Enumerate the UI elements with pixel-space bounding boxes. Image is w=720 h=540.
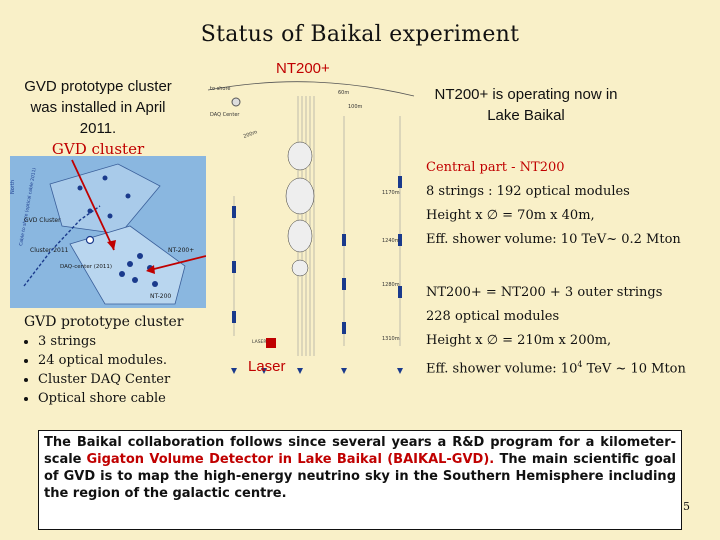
daq-center-marker	[85, 235, 95, 245]
intro-line-3: 2011.	[79, 120, 117, 137]
outer-line-3-pre: Eff. shower volume: 10	[426, 361, 578, 377]
summary-part-3: The main scientific goal of GVD is to ma…	[44, 452, 676, 501]
operating-line-2: Lake Baikal	[487, 107, 565, 124]
laser-box	[266, 338, 276, 348]
operating-line-1: NT200+ is operating now in	[434, 86, 618, 103]
nt200plus-label: NT200+	[276, 60, 330, 77]
prototype-heading: GVD prototype cluster	[24, 314, 184, 330]
outer-line-1: 228 optical modules	[426, 309, 560, 324]
prototype-list: 3 strings 24 optical modules. Cluster DA…	[24, 332, 214, 408]
summary-part-1: The Baikal collaboration follows since s…	[44, 435, 676, 467]
arrow-to-nt200plus-head	[146, 265, 155, 274]
det-label-200m: 200m	[243, 129, 259, 140]
map-label-cluster-2011: Cluster 2011	[30, 247, 69, 254]
gvd-cluster-label: GVD cluster	[51, 140, 145, 158]
list-item: Optical shore cable	[38, 389, 214, 408]
det-label-60m: 60m	[338, 90, 349, 96]
nt200-core	[285, 141, 315, 277]
page-number: 5	[683, 500, 690, 513]
det-label-depth4: 1310m	[382, 336, 400, 342]
det-label-laser-box: LASER	[252, 339, 267, 345]
operating-text: NT200+ is operating now in Lake Baikal	[416, 84, 636, 126]
anchor-markers	[231, 368, 403, 374]
outer-line-3-post: TeV ~ 10 Mton	[582, 361, 686, 377]
outer-line-3-sup: 4	[577, 360, 583, 369]
surface-cable	[207, 81, 415, 97]
list-item: 24 optical modules.	[38, 351, 214, 370]
prototype-section: GVD prototype cluster 3 strings 24 optic…	[24, 314, 214, 408]
gvd-cluster-area	[49, 163, 161, 235]
nt200-detector-diagram: to shore DAQ Center 60m 100m 200m 1170m …	[207, 81, 415, 374]
intro-line-1: GVD prototype cluster	[24, 78, 172, 95]
central-part-section: Central part - NT200 8 strings : 192 opt…	[426, 156, 718, 252]
arrow-to-gvd	[71, 159, 115, 251]
outer-strings-section: NT200+ = NT200 + 3 outer strings 228 opt…	[426, 281, 718, 381]
outer-line-2: Height x ∅ = 210m x 200m,	[426, 333, 612, 348]
map-label-daq: DAQ-center (2011)	[60, 264, 112, 270]
central-heading: Central part - NT200	[426, 160, 565, 175]
det-label-depth3: 1280m	[382, 282, 400, 288]
map-label-north: North	[10, 180, 16, 194]
summary-box: The Baikal collaboration follows since s…	[38, 430, 682, 530]
central-line-1: 8 strings : 192 optical modules	[426, 184, 630, 199]
shore-cable	[23, 205, 101, 287]
det-label-100m: 100m	[348, 104, 363, 110]
det-label-shore: to shore	[210, 86, 230, 92]
list-item: 3 strings	[38, 332, 214, 351]
page-title: Status of Baikal experiment	[200, 22, 520, 47]
central-line-3: Eff. shower volume: 10 TeV~ 0.2 Mton	[426, 232, 681, 247]
buoy-marker	[231, 97, 241, 107]
map-label-nt200-plus: NT-200+	[168, 247, 194, 254]
arrow-to-nt200plus	[149, 255, 206, 271]
outer-line-3: Eff. shower volume: 104 TeV ~ 10 Mton	[426, 353, 718, 381]
outer-heading: NT200+ = NT200 + 3 outer strings	[426, 285, 663, 300]
det-label-depth1: 1170m	[382, 190, 400, 196]
map-label-gvd-cluster: GVD Cluster	[24, 217, 61, 224]
detector-strings	[233, 96, 401, 356]
cluster-map: North Cable to shore (optical cable 2011…	[10, 156, 206, 308]
list-item: Cluster DAQ Center	[38, 370, 214, 389]
det-label-daq: DAQ Center	[210, 112, 240, 118]
arrow-to-gvd-head	[107, 240, 116, 250]
summary-part-2: Gigaton Volume Detector in Lake Baikal (…	[86, 452, 495, 467]
cluster-strings	[77, 175, 158, 287]
intro-line-2: was installed in April	[30, 99, 166, 116]
laser-label: Laser	[248, 358, 286, 375]
det-label-depth2: 1240m	[382, 238, 400, 244]
outer-optical-modules	[232, 176, 402, 334]
intro-text: GVD prototype cluster was installed in A…	[8, 76, 188, 160]
map-label-nt200: NT-200	[150, 293, 171, 300]
central-line-2: Height x ∅ = 70m x 40m,	[426, 208, 595, 223]
